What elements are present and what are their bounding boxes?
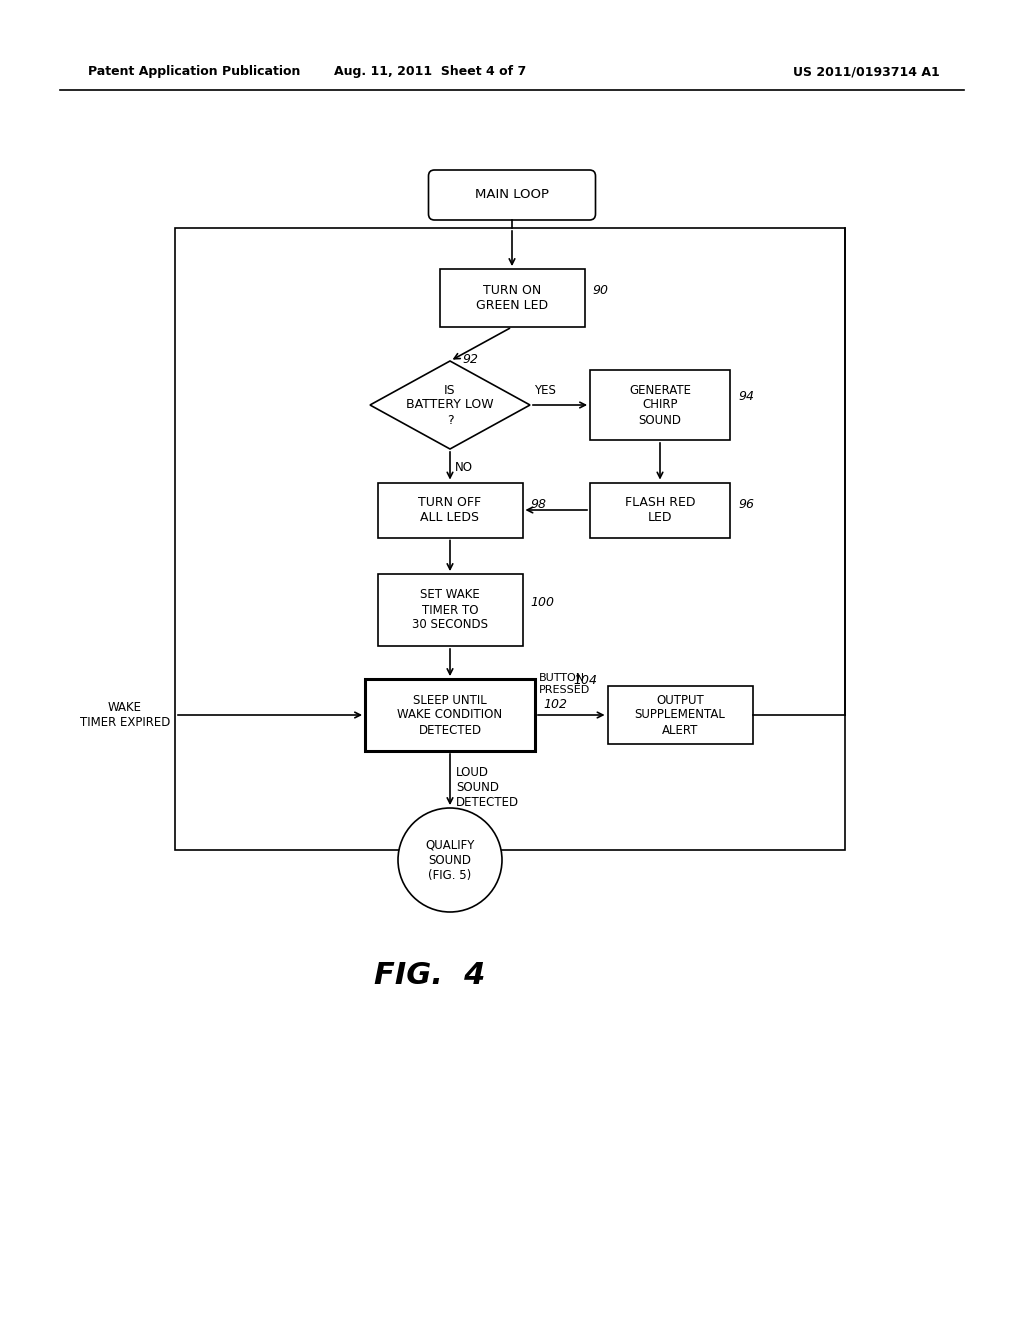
Text: MAIN LOOP: MAIN LOOP — [475, 189, 549, 202]
Circle shape — [398, 808, 502, 912]
Text: 92: 92 — [462, 352, 478, 366]
Text: 90: 90 — [593, 284, 608, 297]
Text: GENERATE
CHIRP
SOUND: GENERATE CHIRP SOUND — [629, 384, 691, 426]
Bar — [590, 483, 730, 537]
Text: 96: 96 — [738, 499, 754, 511]
Bar — [365, 678, 535, 751]
Text: Aug. 11, 2011  Sheet 4 of 7: Aug. 11, 2011 Sheet 4 of 7 — [334, 66, 526, 78]
Text: WAKE
TIMER EXPIRED: WAKE TIMER EXPIRED — [80, 701, 170, 729]
Text: SLEEP UNTIL
WAKE CONDITION
DETECTED: SLEEP UNTIL WAKE CONDITION DETECTED — [397, 693, 503, 737]
Text: LOUD
SOUND
DETECTED: LOUD SOUND DETECTED — [456, 766, 519, 809]
Text: OUTPUT
SUPPLEMENTAL
ALERT: OUTPUT SUPPLEMENTAL ALERT — [635, 693, 725, 737]
Text: YES: YES — [534, 384, 556, 397]
Text: TURN OFF
ALL LEDS: TURN OFF ALL LEDS — [419, 496, 481, 524]
Text: NO: NO — [455, 461, 473, 474]
Bar — [175, 228, 845, 850]
Text: QUALIFY
SOUND
(FIG. 5): QUALIFY SOUND (FIG. 5) — [425, 838, 475, 882]
Text: 102: 102 — [543, 698, 567, 711]
Text: Patent Application Publication: Patent Application Publication — [88, 66, 300, 78]
Text: 100: 100 — [530, 595, 555, 609]
Text: BUTTON
PRESSED: BUTTON PRESSED — [539, 673, 590, 696]
Bar — [439, 269, 585, 327]
Bar — [607, 686, 753, 744]
Text: 94: 94 — [738, 391, 754, 404]
Bar — [378, 483, 522, 537]
Bar — [590, 370, 730, 440]
Text: SET WAKE
TIMER TO
30 SECONDS: SET WAKE TIMER TO 30 SECONDS — [412, 589, 488, 631]
Text: 104: 104 — [573, 675, 597, 686]
Text: IS
BATTERY LOW
?: IS BATTERY LOW ? — [407, 384, 494, 426]
Bar — [378, 574, 522, 645]
FancyBboxPatch shape — [428, 170, 596, 220]
Polygon shape — [370, 360, 530, 449]
Text: FIG.  4: FIG. 4 — [375, 961, 485, 990]
Text: FLASH RED
LED: FLASH RED LED — [625, 496, 695, 524]
Text: TURN ON
GREEN LED: TURN ON GREEN LED — [476, 284, 548, 312]
Text: 98: 98 — [530, 498, 547, 511]
Text: US 2011/0193714 A1: US 2011/0193714 A1 — [794, 66, 940, 78]
